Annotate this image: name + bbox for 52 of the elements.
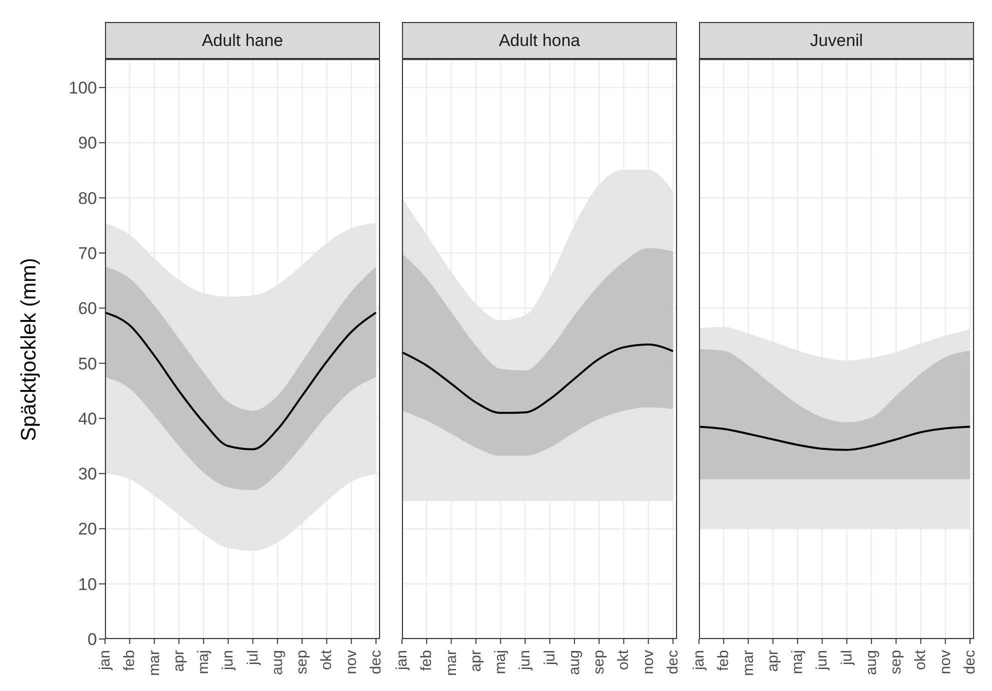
x-tick-label: mar [442,650,460,676]
strip-header: Adult hona [402,22,677,59]
x-tick-label: jan [690,650,708,672]
x-tick-label: okt [615,649,632,670]
x-tick-label: okt [912,649,930,670]
x-tick-label: nov [936,650,954,674]
y-tick-label: 10 [78,574,97,594]
strip-header: Juvenil [699,22,974,59]
x-tick-label: apr [764,650,782,672]
y-tick-label: 0 [88,630,97,650]
line-series [104,312,377,450]
x-tick-label: dec [368,650,384,674]
x-tick-label: feb [121,650,138,671]
x-tick-label: jul [838,650,856,666]
x-tick-label: nov [640,650,657,674]
x-tick-label: maj [195,650,212,674]
x-tick-label: jul [244,650,262,666]
y-tick-label: 100 [68,78,97,98]
x-tick-label: maj [492,650,510,674]
y-tick-label: 80 [78,188,97,208]
x-tick-label: sep [590,650,608,674]
y-axis-title: Späcktjocklek (mm) [17,258,40,442]
x-tick-label: jun [220,650,237,672]
x-tick-label: mar [740,650,757,676]
x-tick-label: maj [789,650,806,674]
x-tick-label: mar [146,650,163,676]
y-tick-label: 60 [78,299,97,318]
x-tick-label: jun [814,650,831,672]
x-tick-label: jan [394,650,410,672]
y-tick-label: 40 [78,409,97,428]
x-tick-label: jan [96,650,114,672]
x-tick-label: jul [541,650,558,666]
x-tick-label: dec [664,650,682,674]
x-tick-label: nov [342,650,360,674]
y-tick-label: 90 [78,134,97,153]
x-tick-label: aug [862,650,880,676]
y-tick-label: 70 [78,244,97,264]
x-tick-label: feb [715,650,732,671]
strip-header: Adult hane [105,22,380,59]
x-tick-label: dec [962,650,978,674]
y-tick-label: 20 [78,520,97,539]
x-tick-label: apr [170,650,188,672]
y-tick-label: 30 [78,464,97,484]
y-tick-label: 50 [78,354,97,374]
x-tick-label: jun [516,650,534,672]
x-tick-label: sep [888,650,905,674]
x-tick-label: feb [418,650,436,671]
x-tick-label: okt [318,649,336,670]
x-tick-label: aug [566,650,583,676]
x-tick-label: apr [467,650,484,672]
x-tick-label: aug [268,650,286,676]
x-tick-label: sep [294,650,311,674]
